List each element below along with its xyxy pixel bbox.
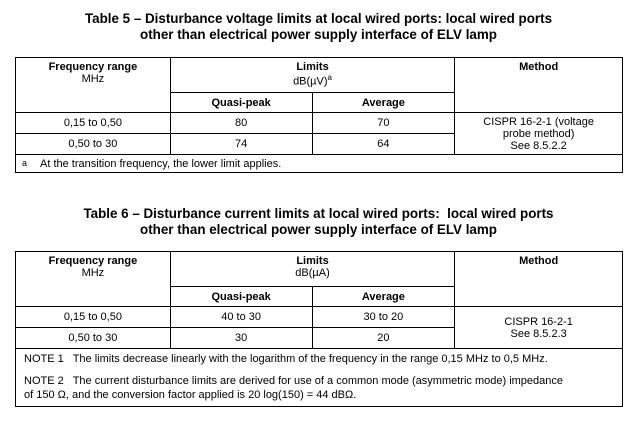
frequency-range-label: Frequency range — [48, 61, 138, 73]
frequency-range-header: Frequency range MHz — [15, 251, 171, 287]
table-5-footnote-text: At the transition frequency, the lower l… — [40, 157, 282, 170]
table-5-method-line-1: CISPR 16-2-1 (voltage — [483, 115, 594, 128]
table-6-row-2-qp: 30 — [169, 327, 313, 349]
table-6-caption: Table 6 – Disturbance current limits at … — [0, 206, 637, 238]
table-5-caption: Table 5 – Disturbance voltage limits at … — [0, 11, 637, 43]
limits-label: Limits — [296, 255, 329, 267]
table-6-row-1-avg: 30 to 20 — [311, 306, 456, 328]
table-5-footnote: a At the transition frequency, the lower … — [15, 154, 623, 173]
method-label: Method — [519, 255, 559, 267]
average-header: Average — [311, 92, 456, 113]
table-6-method-line-2: See 8.5.2.3 — [510, 327, 567, 340]
table-5-row-2-avg: 64 — [311, 133, 456, 155]
limits-unit: dB(µV) — [293, 75, 328, 88]
table-5-row-1-freq: 0,15 to 0,50 — [15, 112, 171, 134]
average-header: Average — [311, 286, 456, 307]
table-6-row-2-freq: 0,50 to 30 — [15, 327, 171, 349]
table-5-caption-line-2: other than electrical power supply inter… — [140, 27, 497, 42]
table-6-note-2-line-2: of 150 Ω, and the conversion factor appl… — [24, 389, 357, 401]
table-5: Frequency range MHz Limits dB(µV)a Metho… — [15, 57, 623, 173]
table-6-note-2-line-1: NOTE 2 The current disturbance limits ar… — [24, 375, 564, 387]
method-header: Method — [454, 251, 623, 307]
table-5-caption-line-1: Table 5 – Disturbance voltage limits at … — [84, 11, 553, 26]
table-6-note-2: NOTE 2 The current disturbance limits ar… — [24, 374, 614, 402]
table-6-row-1-qp: 40 to 30 — [169, 306, 313, 328]
table-6-row-1-freq: 0,15 to 0,50 — [15, 306, 171, 328]
frequency-range-header-spacer — [15, 92, 171, 113]
method-header: Method — [454, 57, 623, 113]
table-6-caption-line-1: Table 6 – Disturbance current limits at … — [83, 206, 554, 221]
table-5-method-line-2: probe method) — [502, 127, 575, 140]
table-5-method: CISPR 16-2-1 (voltage probe method) See … — [454, 112, 623, 155]
table-5-row-2-qp: 74 — [169, 133, 313, 155]
limits-header: Limits dB(µA) — [169, 251, 456, 287]
table-5-method-line-3: See 8.5.2.2 — [510, 139, 567, 152]
quasi-peak-header: Quasi-peak — [169, 286, 313, 307]
frequency-unit: MHz — [81, 267, 105, 279]
frequency-range-header-spacer — [15, 286, 171, 307]
table-5-row-1-avg: 70 — [311, 112, 456, 134]
limits-unit-footnote-mark: a — [327, 73, 332, 82]
table-5-row-1-qp: 80 — [169, 112, 313, 134]
table-6-row-2-avg: 20 — [311, 327, 456, 349]
frequency-unit: MHz — [81, 73, 105, 85]
limits-unit: dB(µA) — [295, 267, 330, 279]
frequency-range-label: Frequency range — [48, 255, 138, 267]
table-6: Frequency range MHz Limits dB(µA) Method… — [15, 251, 623, 407]
frequency-range-header: Frequency range MHz — [15, 57, 171, 93]
table-5-footnote-mark: a — [22, 157, 28, 168]
table-6-notes: NOTE 1 The limits decrease linearly with… — [15, 348, 623, 407]
quasi-peak-header: Quasi-peak — [169, 92, 313, 113]
table-6-method-line-1: CISPR 16-2-1 — [504, 315, 573, 328]
limits-unit-wrap: dB(µV)a — [174, 73, 452, 88]
table-6-caption-line-2: other than electrical power supply inter… — [140, 222, 497, 237]
table-5-row-2-freq: 0,50 to 30 — [15, 133, 171, 155]
limits-header: Limits dB(µV)a — [169, 57, 456, 93]
table-6-method: CISPR 16-2-1 See 8.5.2.3 — [454, 306, 623, 349]
table-6-note-1: NOTE 1 The limits decrease linearly with… — [24, 353, 548, 365]
limits-label: Limits — [296, 61, 329, 73]
method-label: Method — [519, 61, 559, 73]
